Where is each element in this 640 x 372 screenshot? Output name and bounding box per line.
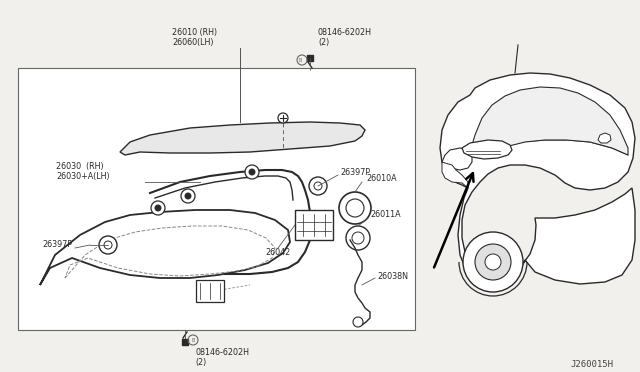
Polygon shape	[462, 140, 512, 159]
Circle shape	[346, 199, 364, 217]
Circle shape	[245, 165, 259, 179]
Text: 26010 (RH)
26060(LH): 26010 (RH) 26060(LH)	[172, 28, 218, 47]
Circle shape	[104, 241, 112, 249]
Polygon shape	[120, 122, 365, 155]
Bar	[196, 280, 224, 302]
Circle shape	[463, 232, 523, 292]
Circle shape	[309, 177, 327, 195]
Text: 26042: 26042	[265, 248, 291, 257]
Polygon shape	[470, 87, 628, 155]
Circle shape	[339, 192, 371, 224]
Circle shape	[353, 317, 363, 327]
Circle shape	[185, 193, 191, 199]
Text: J260015H: J260015H	[570, 360, 613, 369]
Polygon shape	[440, 73, 635, 287]
Text: B: B	[191, 337, 195, 343]
Circle shape	[99, 236, 117, 254]
Text: 26397P: 26397P	[42, 240, 72, 249]
Polygon shape	[442, 162, 468, 188]
Circle shape	[151, 201, 165, 215]
Text: 26030  (RH)
26030+A(LH): 26030 (RH) 26030+A(LH)	[56, 162, 109, 182]
Bar	[295, 210, 333, 240]
Polygon shape	[598, 133, 611, 143]
Text: B: B	[298, 58, 301, 62]
Circle shape	[249, 169, 255, 175]
Circle shape	[155, 205, 161, 211]
Polygon shape	[40, 210, 290, 285]
Text: 26397P: 26397P	[340, 168, 370, 177]
Circle shape	[346, 226, 370, 250]
Circle shape	[475, 244, 511, 280]
Circle shape	[485, 254, 501, 270]
Text: 08146-6202H
(2): 08146-6202H (2)	[195, 348, 249, 368]
Polygon shape	[442, 148, 472, 170]
Text: 26011A: 26011A	[370, 210, 401, 219]
Text: 26010A: 26010A	[366, 174, 397, 183]
Text: 08146-6202H
(2): 08146-6202H (2)	[318, 28, 372, 47]
Circle shape	[278, 113, 288, 123]
Bar	[18, 68, 415, 330]
Text: 26038N: 26038N	[377, 272, 408, 281]
Circle shape	[181, 189, 195, 203]
Circle shape	[352, 232, 364, 244]
Circle shape	[314, 182, 322, 190]
